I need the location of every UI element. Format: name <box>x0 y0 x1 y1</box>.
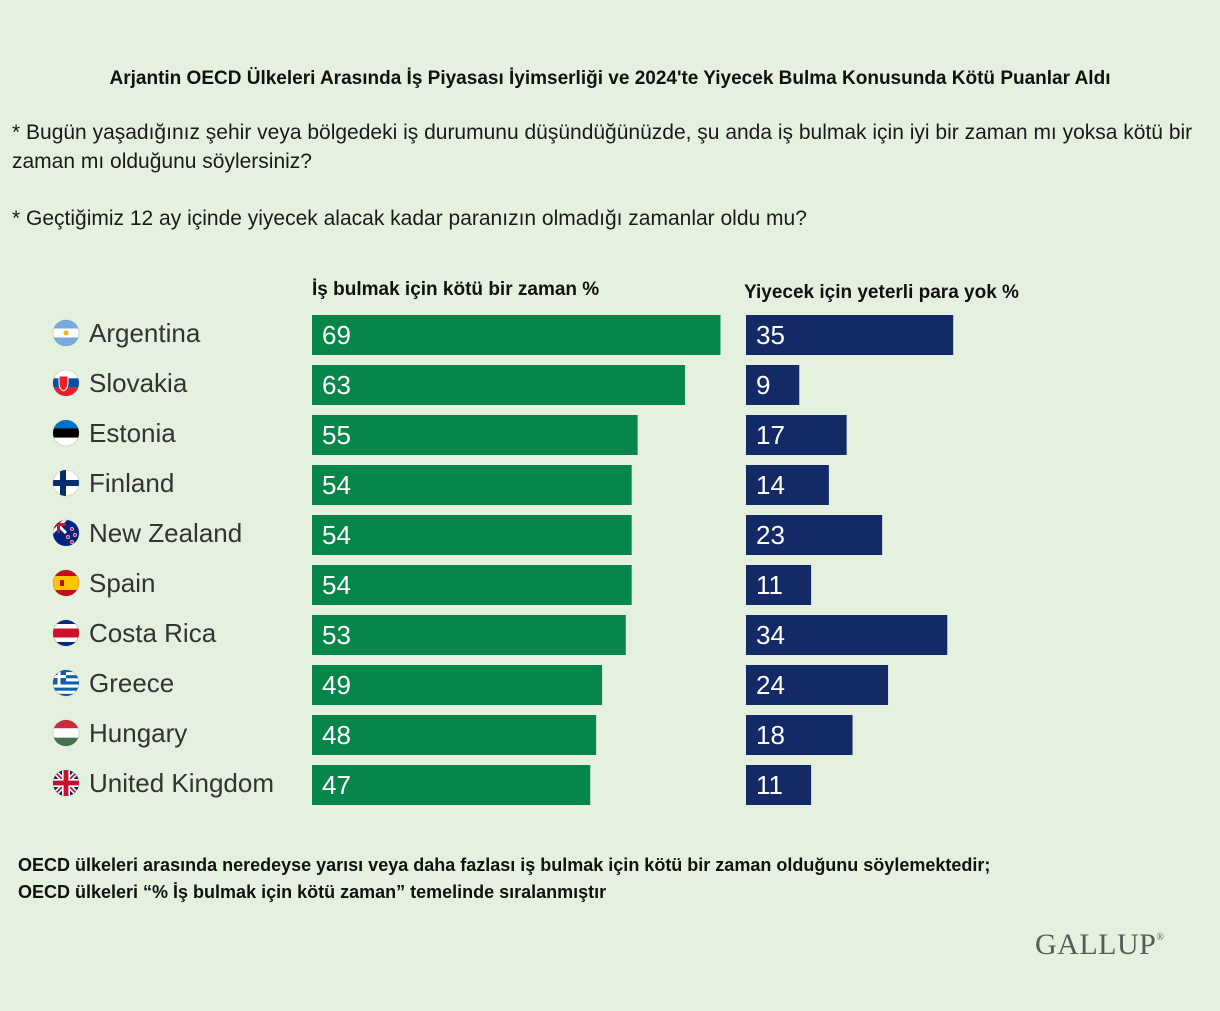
data-label-bad-time: 49 <box>322 670 351 700</box>
hungary-flag-icon <box>52 719 80 747</box>
data-label-bad-time: 55 <box>322 420 351 450</box>
data-label-no-food-money: 17 <box>756 420 785 450</box>
country-label: Argentina <box>89 318 201 348</box>
bar-no-food-money <box>746 715 853 755</box>
united-kingdom-flag-icon <box>52 769 80 797</box>
data-label-no-food-money: 35 <box>756 320 785 350</box>
country-label: Slovakia <box>89 368 188 398</box>
data-label-bad-time: 54 <box>322 570 351 600</box>
bar-bad-time <box>312 465 632 505</box>
bar-no-food-money <box>746 765 812 805</box>
data-label-no-food-money: 34 <box>756 620 785 650</box>
country-label: Spain <box>89 568 156 598</box>
bar-no-food-money <box>746 365 800 405</box>
footer-line-1: OECD ülkeleri arasında neredeyse yarısı … <box>18 855 991 875</box>
bar-bad-time <box>312 365 685 405</box>
data-label-no-food-money: 14 <box>756 470 785 500</box>
bar-bad-time <box>312 415 638 455</box>
data-label-bad-time: 54 <box>322 520 351 550</box>
bar-bad-time <box>312 665 603 705</box>
data-label-no-food-money: 23 <box>756 520 785 550</box>
bar-bad-time <box>312 515 632 555</box>
data-label-bad-time: 47 <box>322 770 351 800</box>
bar-no-food-money <box>746 315 954 355</box>
data-label-no-food-money: 11 <box>756 570 783 600</box>
argentina-flag-icon <box>52 319 80 347</box>
bar-bad-time <box>312 565 632 605</box>
survey-question-1: * Bugün yaşadığınız şehir veya bölgedeki… <box>12 121 1193 173</box>
data-label-bad-time: 69 <box>322 320 351 350</box>
data-label-no-food-money: 24 <box>756 670 785 700</box>
finland-flag-icon <box>52 469 80 497</box>
data-label-no-food-money: 9 <box>756 370 770 400</box>
data-label-bad-time: 63 <box>322 370 351 400</box>
bar-no-food-money <box>746 415 847 455</box>
country-label: United Kingdom <box>89 768 274 798</box>
country-label: Greece <box>89 668 174 698</box>
data-label-bad-time: 54 <box>322 470 351 500</box>
data-label-no-food-money: 18 <box>756 720 785 750</box>
survey-question-2: * Geçtiğimiz 12 ay içinde yiyecek alacak… <box>12 207 807 230</box>
data-label-no-food-money: 11 <box>756 770 783 800</box>
new-zealand-flag-icon <box>52 519 80 547</box>
country-label: New Zealand <box>89 518 242 548</box>
bar-no-food-money <box>746 565 812 605</box>
bar-bad-time <box>312 315 721 355</box>
chart-footer: OECD ülkeleri arasında neredeyse yarısı … <box>18 852 1213 906</box>
footer-line-2: OECD ülkeleri “% İş bulmak için kötü zam… <box>18 882 607 902</box>
greece-flag-icon <box>52 669 80 697</box>
gallup-logo: GALLUP® <box>1035 928 1164 962</box>
bar-bad-time <box>312 615 626 655</box>
bar-bad-time <box>312 715 597 755</box>
costa-rica-flag-icon <box>52 619 80 647</box>
bar-no-food-money <box>746 515 883 555</box>
series-header-bad-time: İş bulmak için kötü bir zaman % <box>312 279 600 300</box>
registered-mark: ® <box>1156 932 1165 943</box>
bar-chart: Argentina 69 35 Slovakia 63 9 Estonia 55 17 Finla… <box>52 315 954 805</box>
data-label-bad-time: 48 <box>322 720 351 750</box>
spain-flag-icon <box>52 569 80 597</box>
bar-no-food-money <box>746 615 948 655</box>
country-label: Finland <box>89 468 174 498</box>
country-label: Costa Rica <box>89 618 217 648</box>
estonia-flag-icon <box>52 419 80 447</box>
series-header-no-food-money: Yiyecek için yeterli para yok % <box>744 282 1019 303</box>
data-label-bad-time: 53 <box>322 620 351 650</box>
bar-no-food-money <box>746 665 889 705</box>
bar-no-food-money <box>746 465 829 505</box>
country-label: Hungary <box>89 718 187 748</box>
chart-title: Arjantin OECD Ülkeleri Arasında İş Piyas… <box>109 68 1111 89</box>
bar-bad-time <box>312 765 591 805</box>
gallup-logo-text: GALLUP <box>1035 928 1157 961</box>
slovakia-flag-icon <box>52 369 80 397</box>
country-label: Estonia <box>89 418 176 448</box>
